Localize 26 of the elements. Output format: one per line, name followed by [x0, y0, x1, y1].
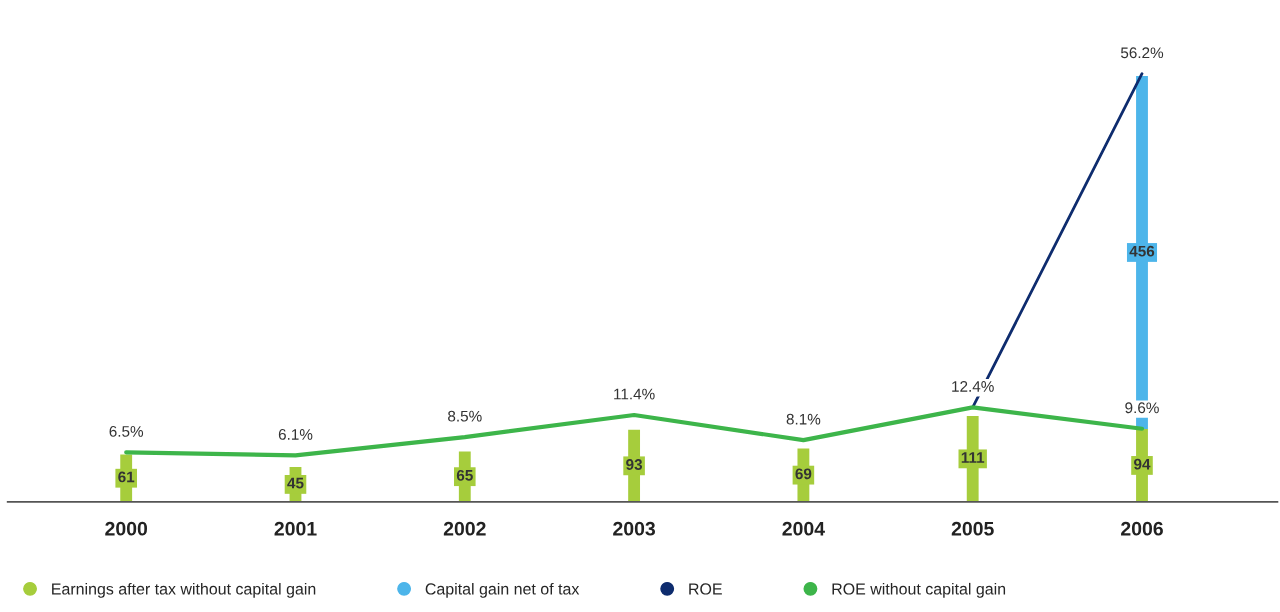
x-tick-label: 2005 — [951, 521, 994, 536]
data-label: 11.4% — [614, 388, 655, 400]
x-tick-label: 2006 — [1121, 521, 1163, 536]
legend-label: ROE — [689, 583, 722, 595]
data-label: 12.4% — [952, 381, 994, 392]
data-label: 94 — [1134, 458, 1151, 470]
data-label: 65 — [456, 469, 473, 481]
x-tick-label: 2004 — [782, 521, 825, 536]
x-tick-label: 2001 — [274, 521, 317, 536]
x-tick-label: 2002 — [443, 521, 486, 536]
data-label: 8.5% — [448, 410, 482, 422]
legend-label: Capital gain net of tax — [425, 582, 580, 598]
x-tick-label: 2003 — [613, 521, 656, 536]
data-label: 6.1% — [278, 429, 313, 440]
data-label: 93 — [626, 459, 643, 470]
x-tick-label: 2000 — [105, 521, 148, 536]
data-label: 6.5% — [109, 425, 144, 437]
data-label: 69 — [795, 468, 812, 480]
data-label: 61 — [118, 471, 135, 483]
data-label: 9.6% — [1125, 402, 1159, 414]
data-label: 56.2% — [1120, 47, 1164, 59]
data-label: 8.1% — [786, 413, 821, 425]
legend-label: ROE without capital gain — [832, 582, 1006, 598]
data-label: 456 — [1129, 245, 1155, 257]
data-label: 111 — [961, 452, 985, 463]
legend-label: Earnings after tax without capital gain — [52, 582, 316, 598]
